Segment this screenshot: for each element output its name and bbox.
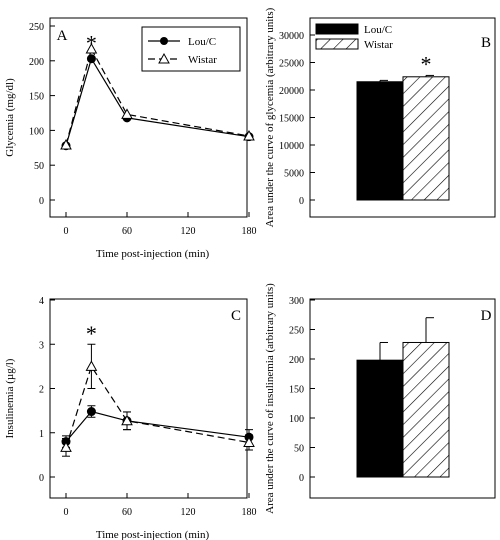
y-tick-label: 0 xyxy=(39,196,44,207)
y-tick-label: 200 xyxy=(29,57,44,68)
x-tick-label: 60 xyxy=(122,226,132,237)
panel-a: A Glycemia (mg/dl) Time post-injection (mi… xyxy=(4,17,257,260)
bar-lou-c xyxy=(356,359,404,478)
significance-marker: * xyxy=(86,321,97,346)
y-tick-label: 20000 xyxy=(279,86,304,97)
series-line-wistar xyxy=(65,47,250,146)
y-tick-label: 250 xyxy=(29,22,44,33)
y-tick-label: 50 xyxy=(294,444,304,455)
x-tick-label: 120 xyxy=(181,226,196,237)
plot-frame xyxy=(49,298,248,499)
y-tick-label: 250 xyxy=(289,326,304,337)
significance-marker: * xyxy=(86,31,97,56)
series-line-lou-c xyxy=(65,410,250,442)
y-tick-label: 15000 xyxy=(279,114,304,125)
legend-label: Lou/C xyxy=(188,36,216,48)
x-axis-label: Time post-injection (min) xyxy=(96,529,210,540)
y-axis-label: Area under the curve of glycemia (arbitr… xyxy=(264,7,276,227)
y-tick-label: 2 xyxy=(39,385,44,396)
panel-b: B Area under the curve of glycemia (arbit… xyxy=(264,7,496,227)
y-tick-label: 5000 xyxy=(284,169,304,180)
data-point-wistar xyxy=(121,414,133,426)
y-tick-label: 100 xyxy=(29,126,44,137)
data-point-wistar xyxy=(121,108,133,119)
y-tick-label: 300 xyxy=(289,296,304,307)
legend-box xyxy=(141,26,241,72)
legend-swatch-lou-c xyxy=(315,23,359,35)
y-tick-label: 3 xyxy=(39,340,44,351)
legend-marker-lou-c xyxy=(160,37,168,45)
data-point-wistar xyxy=(60,138,72,150)
y-axis-label: Glycemia (mg/dl) xyxy=(4,78,16,157)
data-point-wistar xyxy=(60,441,72,452)
plot-frame xyxy=(49,17,248,218)
x-tick-label: 0 xyxy=(64,226,69,237)
y-tick-label: 50 xyxy=(34,161,44,172)
series-line-lou-c xyxy=(65,57,250,146)
data-point-wistar xyxy=(243,436,255,447)
x-tick-label: 120 xyxy=(181,507,196,518)
y-axis-label: Area under the curve of insulinemia (arb… xyxy=(264,283,276,514)
panel-c: C Insulinemia (µg/l) Time post-injection (… xyxy=(4,296,257,540)
y-tick-label: 1 xyxy=(39,429,44,440)
y-tick-label: 0 xyxy=(299,196,304,207)
y-tick-label: 100 xyxy=(289,414,304,425)
data-point-wistar xyxy=(85,360,98,371)
legend-label: Wistar xyxy=(188,54,217,66)
y-tick-label: 10000 xyxy=(279,141,304,152)
bar-wistar xyxy=(402,76,450,201)
significance-marker: * xyxy=(421,51,432,76)
x-tick-label: 180 xyxy=(242,507,257,518)
panel-d: D Area under the curve of insulinemia (ar… xyxy=(264,283,496,514)
y-tick-label: 150 xyxy=(29,92,44,103)
y-tick-label: 25000 xyxy=(279,59,304,70)
legend-label: Wistar xyxy=(364,39,393,51)
data-point-wistar xyxy=(85,42,98,54)
x-tick-label: 0 xyxy=(64,507,69,518)
panel-label: B xyxy=(481,35,491,51)
bar-wistar xyxy=(402,341,450,478)
x-tick-label: 180 xyxy=(242,226,257,237)
panel-label: C xyxy=(231,308,241,324)
data-point-wistar xyxy=(243,129,255,141)
legend-label: Lou/C xyxy=(364,24,392,36)
data-point-lou-c xyxy=(86,407,96,417)
panel-label: D xyxy=(481,308,492,324)
y-tick-label: 30000 xyxy=(279,31,304,42)
y-tick-label: 0 xyxy=(299,473,304,484)
y-tick-label: 0 xyxy=(39,473,44,484)
bar-lou-c xyxy=(356,81,404,201)
y-tick-label: 200 xyxy=(289,355,304,366)
plot-frame xyxy=(309,298,496,499)
series-line-wistar xyxy=(65,365,250,448)
legend-swatch-wistar xyxy=(315,38,359,50)
x-axis-label: Time post-injection (min) xyxy=(96,248,210,260)
x-tick-label: 60 xyxy=(122,507,132,518)
y-tick-label: 150 xyxy=(289,385,304,396)
y-tick-label: 4 xyxy=(39,296,44,307)
panel-label: A xyxy=(57,28,68,44)
y-axis-label: Insulinemia (µg/l) xyxy=(4,358,16,438)
legend-marker-wistar xyxy=(158,52,170,64)
